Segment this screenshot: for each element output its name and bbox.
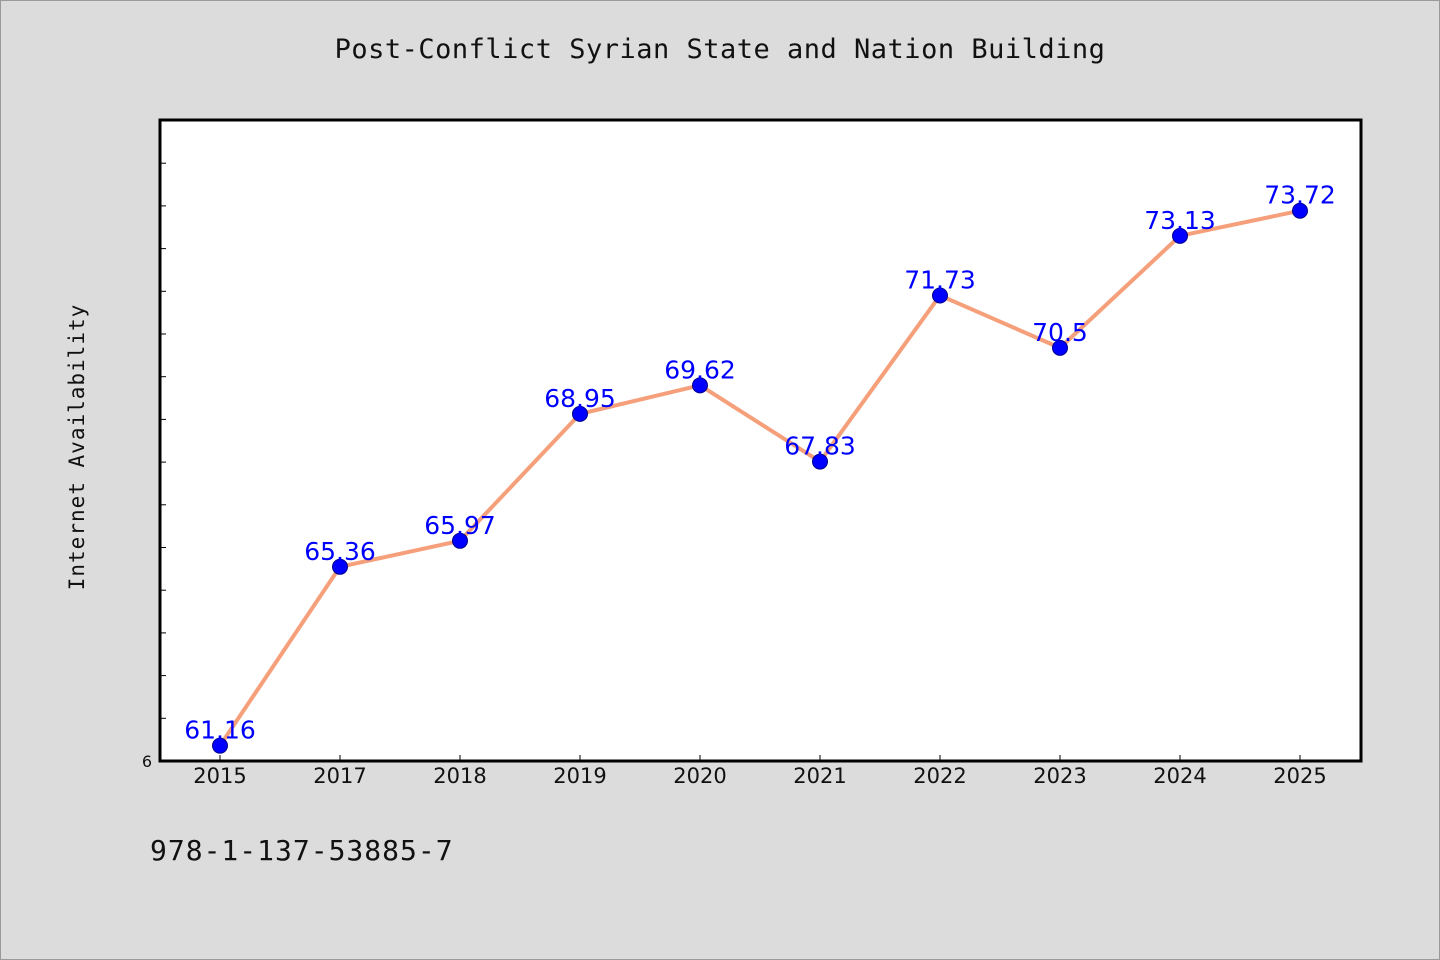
- data-label: 65.97: [424, 511, 496, 540]
- data-markers: [212, 202, 1308, 754]
- isbn-text: 978-1-137-53885-7: [150, 834, 454, 867]
- x-tick-label: 2023: [1033, 764, 1086, 788]
- y-tick-label: 6: [142, 752, 152, 771]
- x-tick-label: 2015: [193, 764, 246, 788]
- data-point: [932, 287, 948, 304]
- x-tick-label: 2020: [673, 764, 726, 788]
- data-labels: 61.16 65.36 65.97 68.95 69.62 67.83 71.73 70.5 7…: [184, 181, 1336, 745]
- x-tick-label: 2021: [793, 764, 846, 788]
- data-label: 68.95: [544, 384, 616, 413]
- data-point: [812, 453, 828, 470]
- series-line: [218, 208, 1301, 747]
- data-label: 67.83: [784, 432, 856, 461]
- x-tick-label: 2024: [1153, 764, 1206, 788]
- chart-title: Post-Conflict Syrian State and Nation Bu…: [334, 34, 1106, 65]
- data-point: [332, 558, 348, 575]
- y-ticks: 6: [142, 752, 152, 771]
- data-label: 73.72: [1264, 181, 1336, 210]
- x-tick-label: 2022: [913, 764, 966, 788]
- data-point: [692, 377, 708, 394]
- data-point: [1172, 227, 1188, 244]
- x-tick-label: 2019: [553, 764, 606, 788]
- data-point: [452, 532, 468, 549]
- data-point: [1292, 202, 1308, 219]
- plot-area: [158, 118, 1363, 763]
- data-label: 69.62: [664, 355, 736, 384]
- x-tick-label: 2018: [433, 764, 486, 788]
- x-tick-label: 2017: [313, 764, 366, 788]
- data-label: 73.13: [1144, 206, 1216, 235]
- y-minor-ticks: [160, 162, 166, 719]
- x-ticks: 2015 2017 2018 2019 2020 2021 2022 2023 2024 2025: [193, 755, 1327, 788]
- data-label: 70.5: [1032, 318, 1088, 347]
- x-tick-label: 2025: [1273, 764, 1326, 788]
- data-label: 61.16: [184, 716, 256, 745]
- data-label: 65.36: [304, 537, 376, 566]
- data-label: 71.73: [904, 265, 976, 294]
- data-point: [212, 737, 228, 754]
- data-point: [1052, 339, 1068, 356]
- data-point: [572, 405, 588, 422]
